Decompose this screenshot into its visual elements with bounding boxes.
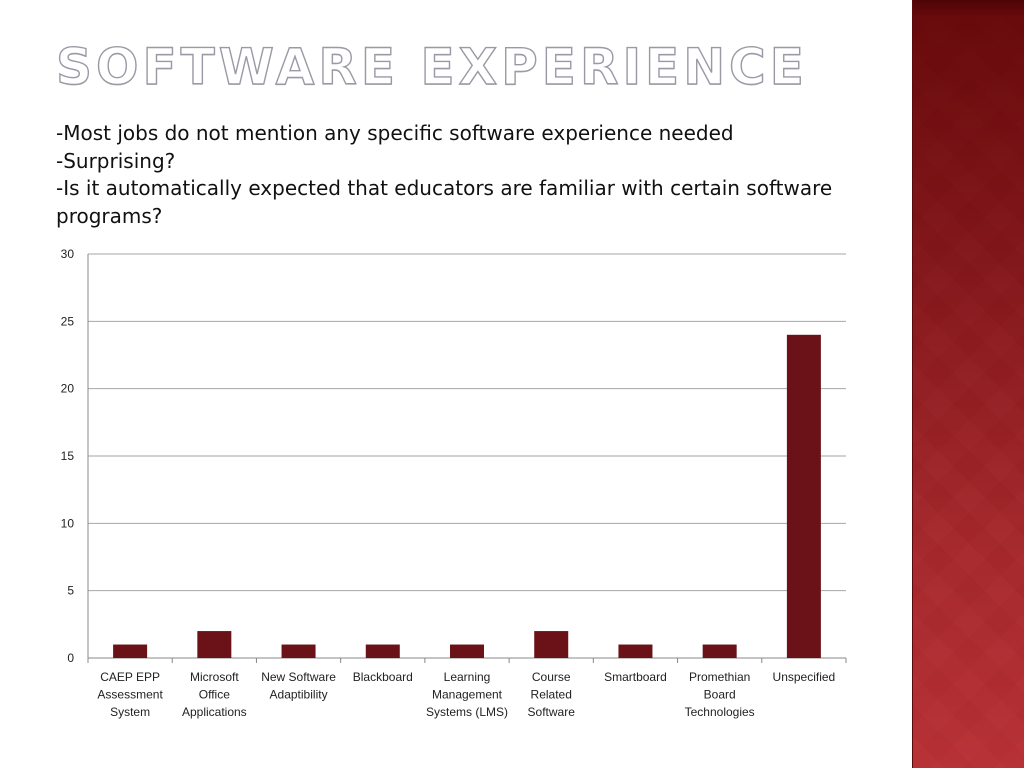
bar (702, 644, 737, 658)
chart-area: 0 5 10 15 20 25 30 CAEP EPP Assessment System Micr… (61, 247, 847, 719)
bar (281, 644, 316, 658)
x-tick-label: Microsoft (190, 670, 239, 684)
x-tick-label: Blackboard (353, 670, 413, 684)
bullet-item: -Most jobs do not mention any specific s… (56, 121, 734, 145)
bar (365, 644, 400, 658)
x-tick-label: Related (531, 688, 572, 702)
bar (113, 644, 148, 658)
x-tick-label: Software (528, 705, 576, 719)
slide-title: SOFTWARE EXPERIENCE (55, 37, 808, 96)
bullet-list: -Most jobs do not mention any specific s… (56, 120, 886, 230)
x-tick-label: Board (704, 688, 736, 702)
x-tick-label: CAEP EPP (100, 670, 160, 684)
y-tick-label: 5 (67, 584, 74, 598)
bar (450, 644, 484, 658)
y-tick-label: 15 (61, 449, 75, 463)
y-tick-label: 30 (61, 247, 75, 261)
bar (786, 334, 821, 658)
x-tick-label: Unspecified (773, 670, 836, 684)
x-tick-label: Adaptibility (270, 688, 328, 702)
x-tick-label: Smartboard (604, 670, 667, 684)
y-tick-label: 20 (61, 382, 75, 396)
x-tick-label: System (110, 705, 150, 719)
bullet-item: -Is it automatically expected that educa… (56, 176, 833, 228)
x-tick-label: Learning (444, 670, 491, 684)
x-tick-label: Promethian (689, 670, 750, 684)
bar (534, 631, 569, 658)
side-panel-top-band (913, 0, 1024, 18)
x-tick-label: Applications (182, 705, 247, 719)
bar (618, 644, 653, 658)
bar (197, 631, 232, 658)
y-tick-label: 25 (61, 314, 75, 328)
y-tick-label: 0 (67, 651, 74, 665)
bullet-item: -Surprising? (56, 148, 176, 173)
x-tick-label: Assessment (97, 688, 163, 702)
x-tick-label: Course (532, 670, 571, 684)
x-tick-label: New Software (261, 670, 336, 684)
bar-chart: 0 5 10 15 20 25 30 CAEP EPP Assessment System Micr… (61, 247, 847, 719)
x-tick-label: Systems (LMS) (426, 705, 508, 719)
y-tick-label: 10 (61, 516, 75, 530)
decorative-side-panel (912, 0, 1024, 768)
x-tick-label: Technologies (685, 705, 755, 719)
x-tick-label: Office (199, 688, 230, 702)
x-tick-label: Management (432, 688, 503, 702)
